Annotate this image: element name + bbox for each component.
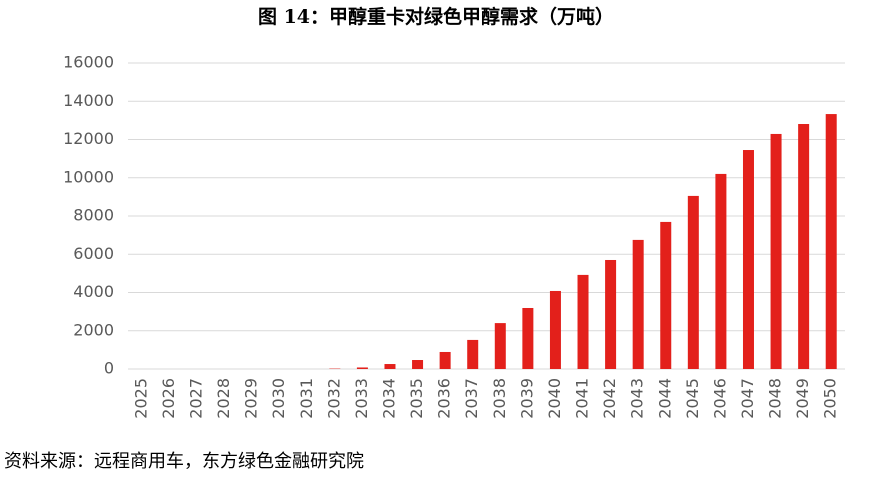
x-tick-label: 2032 xyxy=(324,378,343,419)
x-tick-label: 2035 xyxy=(407,378,426,419)
bar xyxy=(742,150,754,369)
x-tick-label: 2044 xyxy=(655,378,674,419)
bar xyxy=(439,351,451,369)
source-note: 资料来源：远程商用车，东方绿色金融研究院 xyxy=(4,451,364,472)
x-tick-label: 2039 xyxy=(517,378,536,419)
bar xyxy=(632,239,644,369)
x-tick-label: 2025 xyxy=(131,378,150,419)
bar xyxy=(356,367,368,369)
bar xyxy=(605,259,617,369)
bar xyxy=(549,290,561,369)
bar xyxy=(715,173,727,369)
x-tick-label: 2036 xyxy=(435,378,454,419)
bar xyxy=(522,307,534,369)
x-tick-label: 2034 xyxy=(379,378,398,419)
x-tick-label: 2042 xyxy=(600,378,619,419)
y-tick-label: 16000 xyxy=(63,53,114,72)
bar xyxy=(687,195,699,369)
x-tick-label: 2049 xyxy=(793,378,812,419)
x-tick-label: 2033 xyxy=(352,378,371,419)
x-tick-label: 2028 xyxy=(214,378,233,419)
y-tick-label: 14000 xyxy=(63,91,114,110)
y-tick-label: 12000 xyxy=(63,129,114,148)
bar xyxy=(825,114,837,369)
x-tick-label: 2031 xyxy=(297,378,316,419)
y-tick-label: 4000 xyxy=(73,282,114,301)
x-tick-label: 2045 xyxy=(683,378,702,419)
x-tick-label: 2038 xyxy=(490,378,509,419)
bar xyxy=(770,133,782,369)
bar xyxy=(798,124,810,369)
x-tick-label: 2040 xyxy=(545,378,564,419)
x-tick-label: 2048 xyxy=(766,378,785,419)
bar xyxy=(412,360,424,369)
y-tick-label: 10000 xyxy=(63,167,114,186)
y-tick-label: 8000 xyxy=(73,206,114,225)
x-tick-label: 2026 xyxy=(159,378,178,419)
y-tick-label: 2000 xyxy=(73,320,114,339)
bar xyxy=(384,364,396,369)
x-tick-label: 2027 xyxy=(186,378,205,419)
x-tick-label: 2037 xyxy=(462,378,481,419)
bar xyxy=(577,274,589,369)
y-tick-label: 6000 xyxy=(73,244,114,263)
x-tick-label: 2030 xyxy=(269,378,288,419)
x-tick-label: 2041 xyxy=(573,378,592,419)
x-tick-label: 2050 xyxy=(821,378,840,419)
y-tick-label: 0 xyxy=(104,359,114,378)
bar xyxy=(467,339,479,369)
x-tick-label: 2047 xyxy=(738,378,757,419)
bar xyxy=(494,323,506,369)
x-tick-label: 2029 xyxy=(242,378,261,419)
chart-title: 图 14：甲醇重卡对绿色甲醇需求（万吨） xyxy=(258,5,614,28)
bar xyxy=(660,221,672,369)
x-tick-label: 2046 xyxy=(710,378,729,419)
x-tick-label: 2043 xyxy=(628,378,647,419)
